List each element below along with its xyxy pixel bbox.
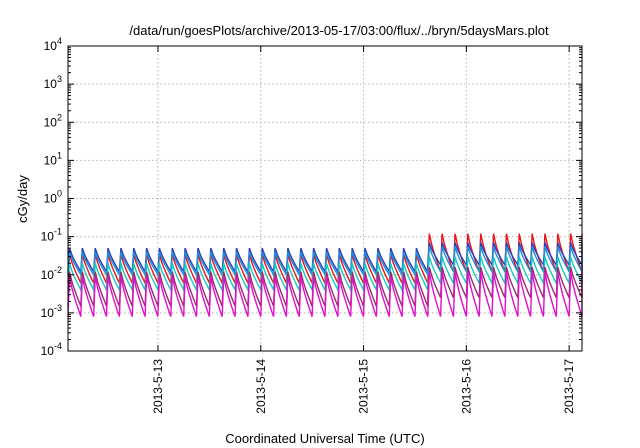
series-line-2: [67, 242, 583, 275]
x-tick-label: 2013-5-13: [151, 359, 165, 414]
series-line-3: [67, 246, 583, 278]
x-tick-label: 2013-5-14: [254, 359, 268, 414]
y-tick-label: 100: [44, 189, 62, 206]
plot-series-group: [67, 233, 583, 317]
chart-title: /data/run/goesPlots/archive/2013-05-17/0…: [129, 23, 549, 38]
y-axis: 10-4 10-3 10-2 10-1 100 101 102 103 104: [41, 36, 582, 358]
y-tick-label: 102: [44, 112, 62, 129]
x-tick-label: 2013-5-17: [562, 359, 576, 414]
series-line-4: [67, 256, 583, 293]
y-tick-label: 10-3: [41, 303, 62, 320]
y-tick-label: 104: [44, 36, 62, 53]
x-axis-label: Coordinated Universal Time (UTC): [225, 431, 424, 446]
series-line-1: [67, 233, 583, 284]
series-line-6: [67, 271, 583, 317]
y-tick-label: 10-4: [41, 341, 62, 358]
y-axis-label: cGy/day: [15, 175, 30, 223]
y-tick-label: 103: [44, 74, 62, 91]
x-axis: 2013-5-13 2013-5-14 2013-5-15 2013-5-16 2013…: [151, 46, 576, 414]
y-tick-label: 10-2: [41, 265, 62, 282]
x-tick-label: 2013-5-16: [459, 359, 473, 414]
y-tick-label: 101: [44, 150, 62, 167]
x-tick-label: 2013-5-15: [357, 359, 371, 414]
y-tick-label: 10-1: [41, 227, 62, 244]
